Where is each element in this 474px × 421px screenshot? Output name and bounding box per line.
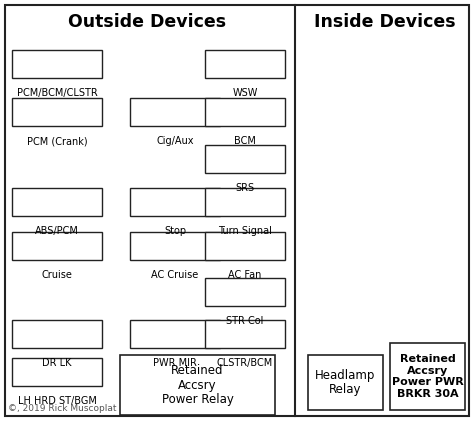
Bar [12, 320, 102, 348]
Bar [12, 232, 102, 260]
Text: WSW: WSW [232, 88, 258, 98]
Bar [205, 278, 285, 306]
Text: PWR MIR: PWR MIR [153, 358, 197, 368]
Text: Headlamp
Relay: Headlamp Relay [315, 368, 376, 397]
Text: LH HRD ST/BGM: LH HRD ST/BGM [18, 396, 96, 406]
Bar [120, 355, 275, 415]
Text: ABS/PCM: ABS/PCM [35, 226, 79, 236]
Bar [130, 232, 220, 260]
Bar [390, 343, 465, 410]
Text: Outside Devices: Outside Devices [68, 13, 227, 31]
Text: Retained
Accsry
Power Relay: Retained Accsry Power Relay [162, 363, 233, 407]
Bar [205, 98, 285, 126]
Bar [205, 320, 285, 348]
Text: STR Col: STR Col [226, 316, 264, 326]
Text: Retained
Accsry
Power PWR
BRKR 30A: Retained Accsry Power PWR BRKR 30A [392, 354, 464, 399]
Bar [205, 145, 285, 173]
Bar [205, 232, 285, 260]
Text: DR LK: DR LK [42, 358, 72, 368]
Text: Cruise: Cruise [42, 270, 73, 280]
Bar [205, 188, 285, 216]
Text: Stop: Stop [164, 226, 186, 236]
Text: Cig/Aux: Cig/Aux [156, 136, 194, 146]
Bar [130, 320, 220, 348]
Bar [130, 98, 220, 126]
Bar [12, 98, 102, 126]
Text: BCM: BCM [234, 136, 256, 146]
Text: AC Fan: AC Fan [228, 270, 262, 280]
Text: ©, 2019 Rick Muscoplat: ©, 2019 Rick Muscoplat [8, 404, 117, 413]
Text: SRS: SRS [236, 183, 255, 193]
Text: Inside Devices: Inside Devices [314, 13, 456, 31]
Text: CLSTR/BCM: CLSTR/BCM [217, 358, 273, 368]
Bar [130, 188, 220, 216]
Text: PCM/BCM/CLSTR: PCM/BCM/CLSTR [17, 88, 97, 98]
Bar [308, 355, 383, 410]
Text: Turn Signal: Turn Signal [218, 226, 272, 236]
Text: PCM (Crank): PCM (Crank) [27, 136, 87, 146]
Bar [12, 50, 102, 78]
Bar [12, 358, 102, 386]
Bar [12, 188, 102, 216]
Bar [205, 50, 285, 78]
Text: AC Cruise: AC Cruise [151, 270, 199, 280]
